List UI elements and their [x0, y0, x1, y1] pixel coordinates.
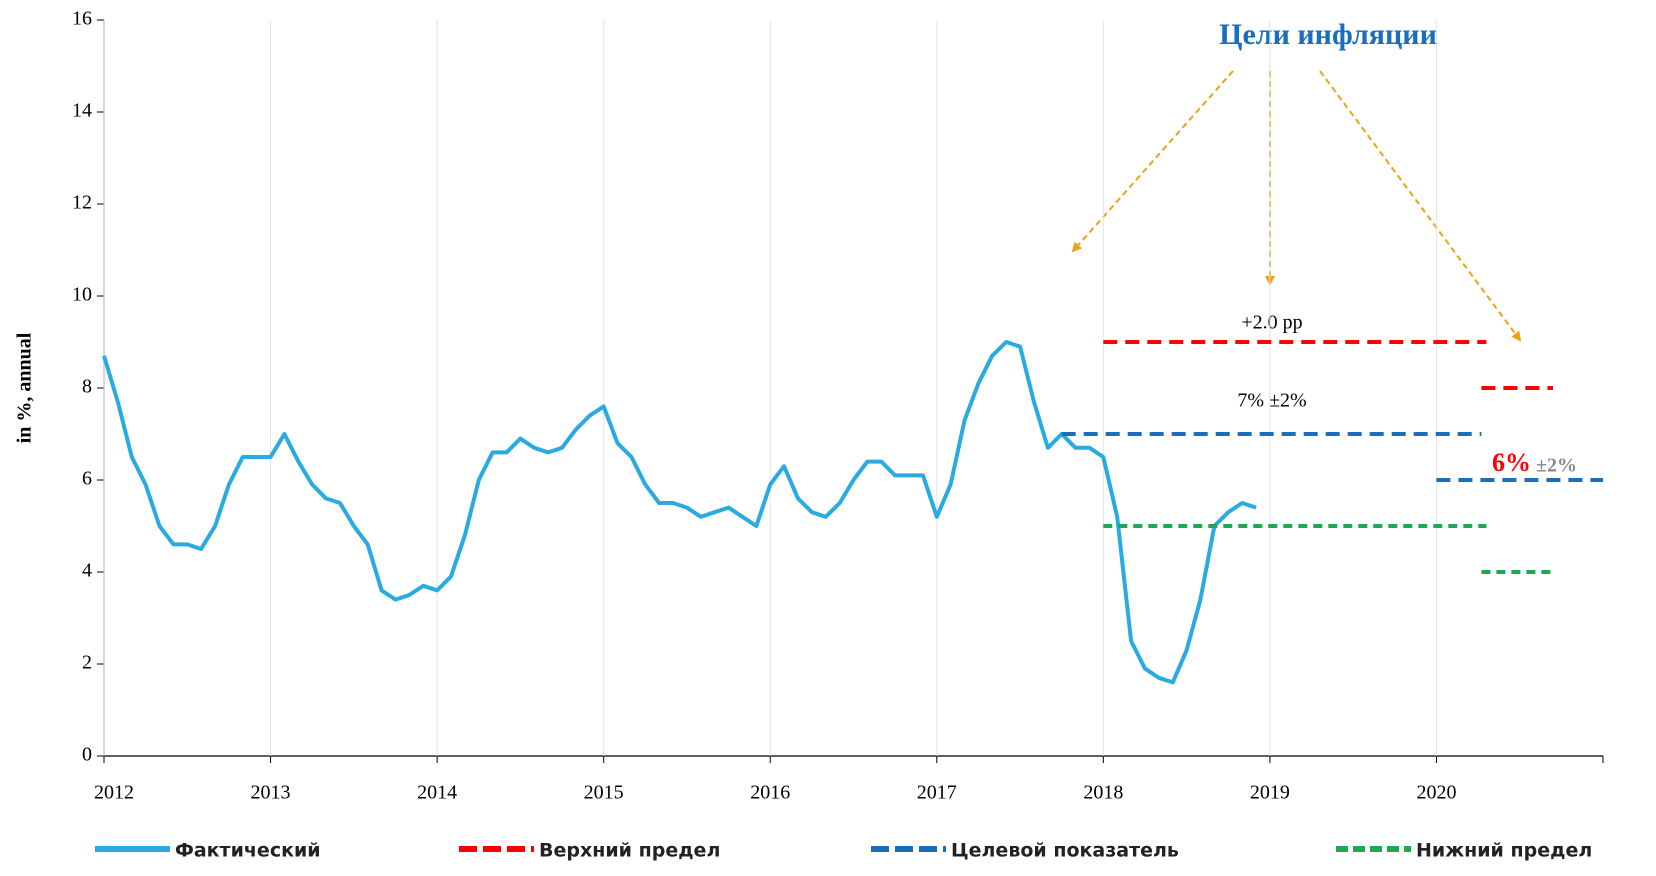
y-tick-label: 2: [82, 652, 92, 674]
y-tick-label: 14: [72, 100, 92, 122]
x-tick-label: 2016: [750, 782, 790, 804]
annotation: 7% ±2%: [1237, 390, 1306, 412]
y-tick-label: 16: [72, 8, 92, 30]
y-tick-label: 6: [82, 468, 92, 490]
chart-title: Цели инфляции: [1219, 18, 1437, 51]
legend-label: Верхний предел: [539, 840, 720, 862]
annotation: ±2%: [1536, 455, 1577, 477]
x-tick-label: 2014: [417, 782, 457, 804]
arrows: [1071, 70, 1522, 342]
legend-label: Целевой показатель: [951, 840, 1179, 862]
x-tick-label: 2012: [94, 782, 134, 804]
series-line: [1103, 340, 1553, 390]
series-line: [1103, 524, 1553, 574]
y-tick-label: 0: [82, 744, 92, 766]
x-tick-label: 2019: [1250, 782, 1290, 804]
annotation: 6%: [1492, 448, 1531, 477]
x-tick-label: 2017: [917, 782, 957, 804]
y-axis-label: in %, annual: [14, 332, 36, 443]
y-tick-label: 12: [72, 192, 92, 214]
series-line: [102, 340, 1257, 685]
x-tick-label: 2013: [251, 782, 291, 804]
series-line: [1061, 432, 1603, 482]
y-tick-label: 4: [82, 560, 92, 582]
y-tick-label: 8: [82, 376, 92, 398]
x-tick-label: 2020: [1416, 782, 1456, 804]
x-tick-label: 2015: [584, 782, 624, 804]
legend-label: Фактический: [175, 840, 321, 862]
legend-label: Нижний предел: [1416, 840, 1592, 862]
arrow: [1071, 70, 1234, 253]
x-tick-label: 2018: [1083, 782, 1123, 804]
y-tick-label: 10: [72, 284, 92, 306]
annotation: +2.0 pp: [1241, 312, 1302, 334]
arrow: [1319, 70, 1522, 342]
